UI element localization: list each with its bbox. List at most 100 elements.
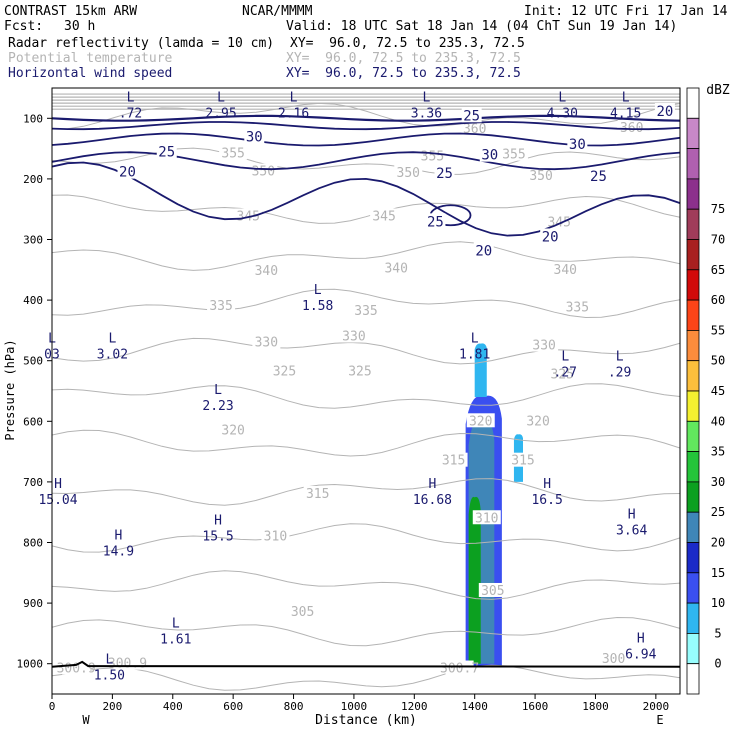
colorbar-swatch-10 <box>686 390 700 422</box>
extremum-value-0: .72 <box>119 106 142 121</box>
y-tick-label-8: 900 <box>23 597 43 610</box>
theta-label-20: 335 <box>209 299 232 314</box>
theta-label-bg-21 <box>352 303 380 318</box>
theta-label-21: 335 <box>354 304 377 319</box>
wind-contour-3 <box>52 151 680 171</box>
extremum-symbol-16: H <box>214 513 222 528</box>
extremum-value-16: 15.5 <box>202 529 233 544</box>
theta-contour-305 <box>52 616 680 647</box>
extremum-value-1: 2.95 <box>205 106 236 121</box>
wind-label-bg-4 <box>434 164 455 180</box>
extremum-value-10: .27 <box>554 366 577 381</box>
colorbar-label-4: 20 <box>711 536 725 550</box>
wind-label-3: 25 <box>158 145 175 161</box>
theta-label-bg-7 <box>472 510 501 525</box>
x-tick-label-2: 400 <box>163 700 183 713</box>
theta-label-bg-32 <box>219 145 248 160</box>
extremum-value-9: 1.81 <box>459 348 490 363</box>
wind-contour-0 <box>52 114 680 122</box>
theta-label-bg-23 <box>252 263 281 278</box>
theta-label-bg-14 <box>270 363 299 378</box>
wind-label-bg-1 <box>479 146 500 162</box>
model-title: CONTRAST 15km ARW <box>4 4 138 19</box>
y-tick-label-4: 500 <box>23 355 43 368</box>
west-label: W <box>82 713 90 727</box>
colorbar-swatch-3 <box>686 178 700 210</box>
theta-label-15: 325 <box>348 365 371 380</box>
extremum-symbol-0: L <box>127 90 135 105</box>
wind-label-0: 30 <box>246 129 263 145</box>
extremum-symbol-19: L <box>172 616 180 631</box>
wind-label-6: 25 <box>463 108 480 124</box>
terrain-line <box>52 660 680 668</box>
extremum-symbol-2: L <box>290 90 298 105</box>
y-tick-label-3: 400 <box>23 294 43 307</box>
wind-label-1: 30 <box>481 148 498 164</box>
y-tick-label-7: 800 <box>23 537 43 550</box>
colorbar-label-15: 75 <box>711 202 725 216</box>
extremum-value-8: 3.02 <box>97 348 128 363</box>
extremum-value-3: 3.36 <box>411 106 442 121</box>
theta-contour-330 <box>52 383 680 409</box>
theta-label-0: 300.9 <box>108 657 147 672</box>
theta-label-12: 320 <box>469 414 492 429</box>
theta-label-bg-34 <box>499 146 528 161</box>
theta-label-5: 305 <box>481 584 504 599</box>
extremum-value-4: 4.30 <box>547 106 578 121</box>
y-axis-title: Pressure (hPa) <box>3 339 17 440</box>
theta-label-34: 355 <box>502 148 525 163</box>
extremum-symbol-9: L <box>471 332 479 347</box>
theta-label-29: 350 <box>252 165 275 180</box>
theta-contour-360 <box>52 102 680 130</box>
colorbar-label-9: 45 <box>711 384 725 398</box>
theta-label-bg-22 <box>563 299 592 314</box>
theta-contour-315 <box>52 523 680 553</box>
y-tick-label-1: 200 <box>23 173 43 186</box>
wind-label-bg-11 <box>654 103 675 119</box>
wind-contour-1 <box>52 121 680 131</box>
wind-label-8: 20 <box>119 165 136 181</box>
theta-label-bg-10 <box>509 452 537 467</box>
colorbar-label-12: 60 <box>711 293 725 307</box>
colorbar-label-5: 25 <box>711 505 725 519</box>
colorbar-label-8: 40 <box>711 414 725 428</box>
forecast-hour: 30 h <box>64 19 96 34</box>
extremum-symbol-20: L <box>105 653 113 668</box>
theta-label-bg-9 <box>439 452 468 467</box>
terrain-layer <box>52 660 680 668</box>
x-tick-label-6: 1200 <box>401 700 428 713</box>
theta-label-25: 340 <box>554 263 577 278</box>
wind-label-2: 30 <box>569 137 586 153</box>
colorbar-label-10: 50 <box>711 354 725 368</box>
theta-contour-300 <box>52 664 680 691</box>
wind-label-9: 20 <box>475 243 492 259</box>
colorbar-label-7: 35 <box>711 445 725 459</box>
plot-frame <box>51 87 681 695</box>
x-tick-label-9: 1800 <box>582 700 609 713</box>
reflectivity-cell-2 <box>468 496 481 664</box>
theta-label-bg-13 <box>524 413 553 428</box>
y-tick-label-9: 1000 <box>17 658 44 671</box>
colorbar-swatch-2 <box>686 148 700 180</box>
wind-label-bg-10 <box>540 228 561 244</box>
theta-label-bg-15 <box>345 363 374 378</box>
colorbar-swatch-12 <box>686 451 700 483</box>
theta-label-23: 340 <box>255 264 278 279</box>
colorbar-swatch-18 <box>686 633 700 665</box>
theta-label-10: 315 <box>511 454 534 469</box>
theta-label-9: 315 <box>442 454 465 469</box>
colorbar-label-0: 0 <box>714 657 721 671</box>
extremum-symbol-10: L <box>561 350 569 365</box>
theta-label-bg-35 <box>460 121 489 136</box>
wind-label-5: 25 <box>590 169 607 185</box>
theta-contour-325 <box>52 429 680 457</box>
colorbar-label-2: 10 <box>711 596 725 610</box>
theta-label-bg-27 <box>370 208 399 223</box>
reflectivity-cell-3 <box>474 343 487 398</box>
y-tick-label-6: 700 <box>23 476 43 489</box>
extremum-symbol-17: H <box>115 528 123 543</box>
theta-label-3: 300 <box>602 652 625 667</box>
theta-label-bg-30 <box>394 164 423 179</box>
theta-contour-310 <box>52 570 680 600</box>
x-tick-label-8: 1600 <box>522 700 549 713</box>
